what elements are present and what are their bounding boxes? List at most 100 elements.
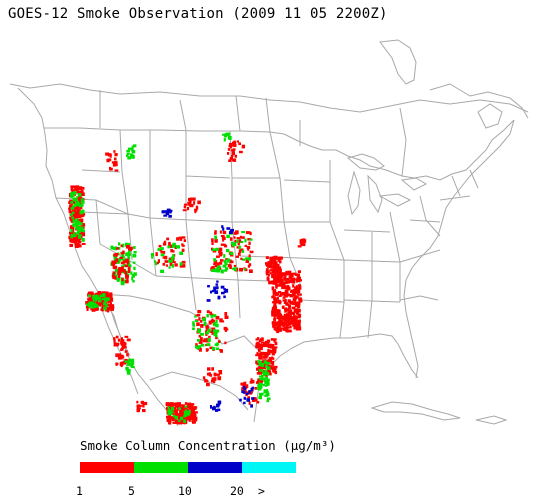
smoke-pixel [122, 264, 126, 267]
smoke-pixel [223, 290, 226, 293]
smoke-pixel [170, 244, 173, 248]
smoke-pixel [296, 275, 300, 279]
smoke-pixel [257, 345, 261, 349]
smoke-pixel [247, 396, 250, 399]
smoke-pixel [279, 282, 282, 285]
smoke-pixel [267, 270, 270, 274]
smoke-pixel [297, 319, 301, 323]
smoke-pixel [292, 272, 297, 275]
smoke-pixel [170, 411, 174, 414]
smoke-pixel [250, 387, 253, 392]
smoke-pixel [229, 265, 232, 269]
smoke-pixel [297, 323, 301, 327]
smoke-pixel [120, 280, 125, 283]
smoke-pixel [269, 366, 273, 370]
smoke-pixel [176, 245, 180, 249]
smoke-pixel [126, 152, 130, 155]
smoke-pixel [217, 400, 222, 405]
smoke-pixel [265, 384, 268, 387]
smoke-pixel [286, 303, 290, 306]
smoke-pixel [296, 305, 300, 309]
smoke-pixel [288, 306, 291, 310]
smoke-pixel [289, 325, 292, 329]
smoke-pixel [294, 296, 298, 299]
smoke-pixel [94, 298, 98, 302]
smoke-pixel [293, 301, 297, 305]
smoke-pixel [131, 273, 135, 276]
smoke-pixel [232, 158, 235, 162]
smoke-pixel [163, 240, 167, 243]
smoke-pixel [113, 253, 116, 257]
smoke-pixel [240, 241, 244, 244]
smoke-pixel [113, 339, 116, 343]
smoke-pixel [242, 258, 246, 261]
smoke-pixel [267, 261, 270, 265]
smoke-pixel [223, 295, 226, 299]
smoke-pixel [227, 152, 230, 155]
smoke-pixel [247, 257, 252, 261]
legend-tick-more: > [258, 484, 265, 498]
smoke-pixel [182, 404, 185, 408]
smoke-pixel [88, 295, 92, 298]
smoke-pixel [69, 216, 73, 220]
smoke-pixel [70, 192, 74, 196]
smoke-pixel [127, 257, 131, 260]
smoke-pixel [273, 310, 278, 313]
smoke-pixel [167, 411, 171, 416]
smoke-pixel [117, 338, 121, 342]
smoke-pixel [271, 310, 275, 314]
smoke-pixel [271, 301, 275, 304]
smoke-pixel [77, 211, 81, 215]
smoke-pixel [124, 335, 129, 338]
smoke-pixel [269, 272, 273, 275]
smoke-pixel [263, 341, 268, 344]
smoke-pixel [125, 245, 130, 249]
smoke-pixel [89, 291, 94, 296]
smoke-pixel [184, 402, 188, 405]
smoke-pixel [124, 264, 128, 268]
smoke-pixel [68, 207, 71, 210]
smoke-pixel [125, 252, 129, 257]
legend-bin-4 [242, 462, 296, 473]
smoke-pixel [298, 293, 302, 296]
smoke-pixel [116, 279, 120, 282]
smoke-pixel [73, 234, 77, 238]
smoke-pixel [224, 262, 228, 266]
smoke-pixel [172, 417, 176, 420]
smoke-pixel [198, 334, 202, 338]
smoke-pixel [104, 291, 108, 295]
smoke-pixel [124, 346, 127, 349]
smoke-pixel [294, 304, 299, 308]
smoke-pixel [219, 253, 222, 257]
smoke-pixel [260, 341, 264, 344]
smoke-pixel [75, 244, 79, 248]
smoke-pixel [222, 230, 227, 235]
smoke-pixel [72, 236, 77, 240]
smoke-pixel [86, 308, 89, 311]
smoke-pixel [271, 352, 275, 356]
smoke-pixel [213, 405, 216, 409]
smoke-pixel [81, 223, 85, 227]
smoke-pixel [295, 327, 299, 331]
smoke-pixel [231, 151, 235, 156]
smoke-pixel [183, 419, 186, 424]
smoke-pixel [233, 267, 237, 272]
smoke-pixel [68, 204, 73, 209]
smoke-pixel [287, 284, 290, 289]
smoke-pixel [172, 254, 175, 258]
smoke-pixel [292, 324, 296, 327]
smoke-pixel [224, 341, 227, 345]
smoke-pixel [272, 256, 276, 260]
smoke-pixel [230, 149, 235, 152]
smoke-pixel [115, 253, 118, 257]
smoke-pixel [174, 419, 177, 424]
smoke-pixel [250, 378, 253, 382]
smoke-pixel [130, 153, 134, 158]
smoke-pixel [177, 414, 181, 418]
smoke-pixel [190, 411, 195, 415]
smoke-pixel [302, 239, 307, 243]
smoke-pixel [121, 253, 124, 258]
smoke-pixel [126, 262, 129, 265]
smoke-pixel [289, 309, 293, 313]
smoke-pixel [233, 242, 237, 246]
